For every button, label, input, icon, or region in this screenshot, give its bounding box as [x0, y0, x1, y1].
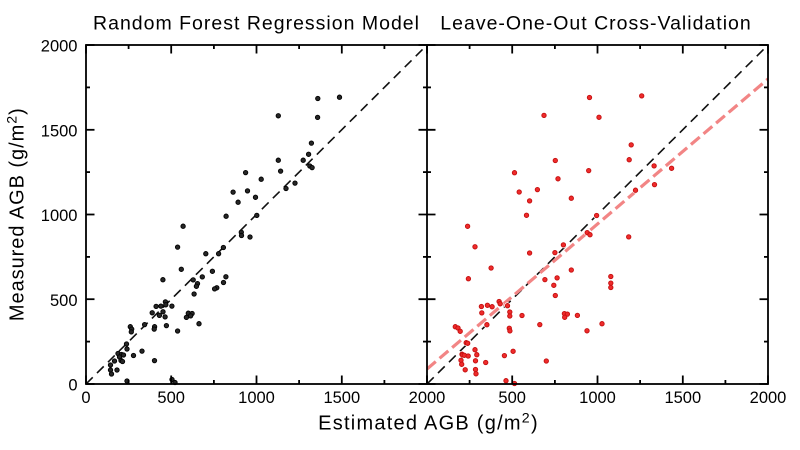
svg-text:1500: 1500 [664, 389, 701, 407]
svg-text:500: 500 [498, 389, 526, 407]
svg-text:1500: 1500 [41, 122, 78, 140]
svg-text:1000: 1000 [41, 207, 78, 225]
svg-text:2000: 2000 [409, 389, 446, 407]
svg-text:Estimated AGB (g/m2): Estimated AGB (g/m2) [318, 411, 539, 435]
svg-text:500: 500 [50, 292, 78, 310]
svg-text:2000: 2000 [750, 389, 787, 407]
svg-text:Random Forest Regression Model: Random Forest Regression Model [93, 13, 420, 35]
svg-text:0: 0 [68, 377, 77, 395]
svg-text:0: 0 [81, 389, 90, 407]
svg-text:1000: 1000 [579, 389, 616, 407]
svg-text:1500: 1500 [323, 389, 360, 407]
svg-text:1000: 1000 [238, 389, 275, 407]
svg-text:Leave-One-Out Cross-Validation: Leave-One-Out Cross-Validation [440, 13, 751, 35]
svg-text:500: 500 [157, 389, 185, 407]
svg-text:Measured AGB (g/m2): Measured AGB (g/m2) [5, 107, 29, 321]
svg-text:2000: 2000 [41, 38, 78, 56]
